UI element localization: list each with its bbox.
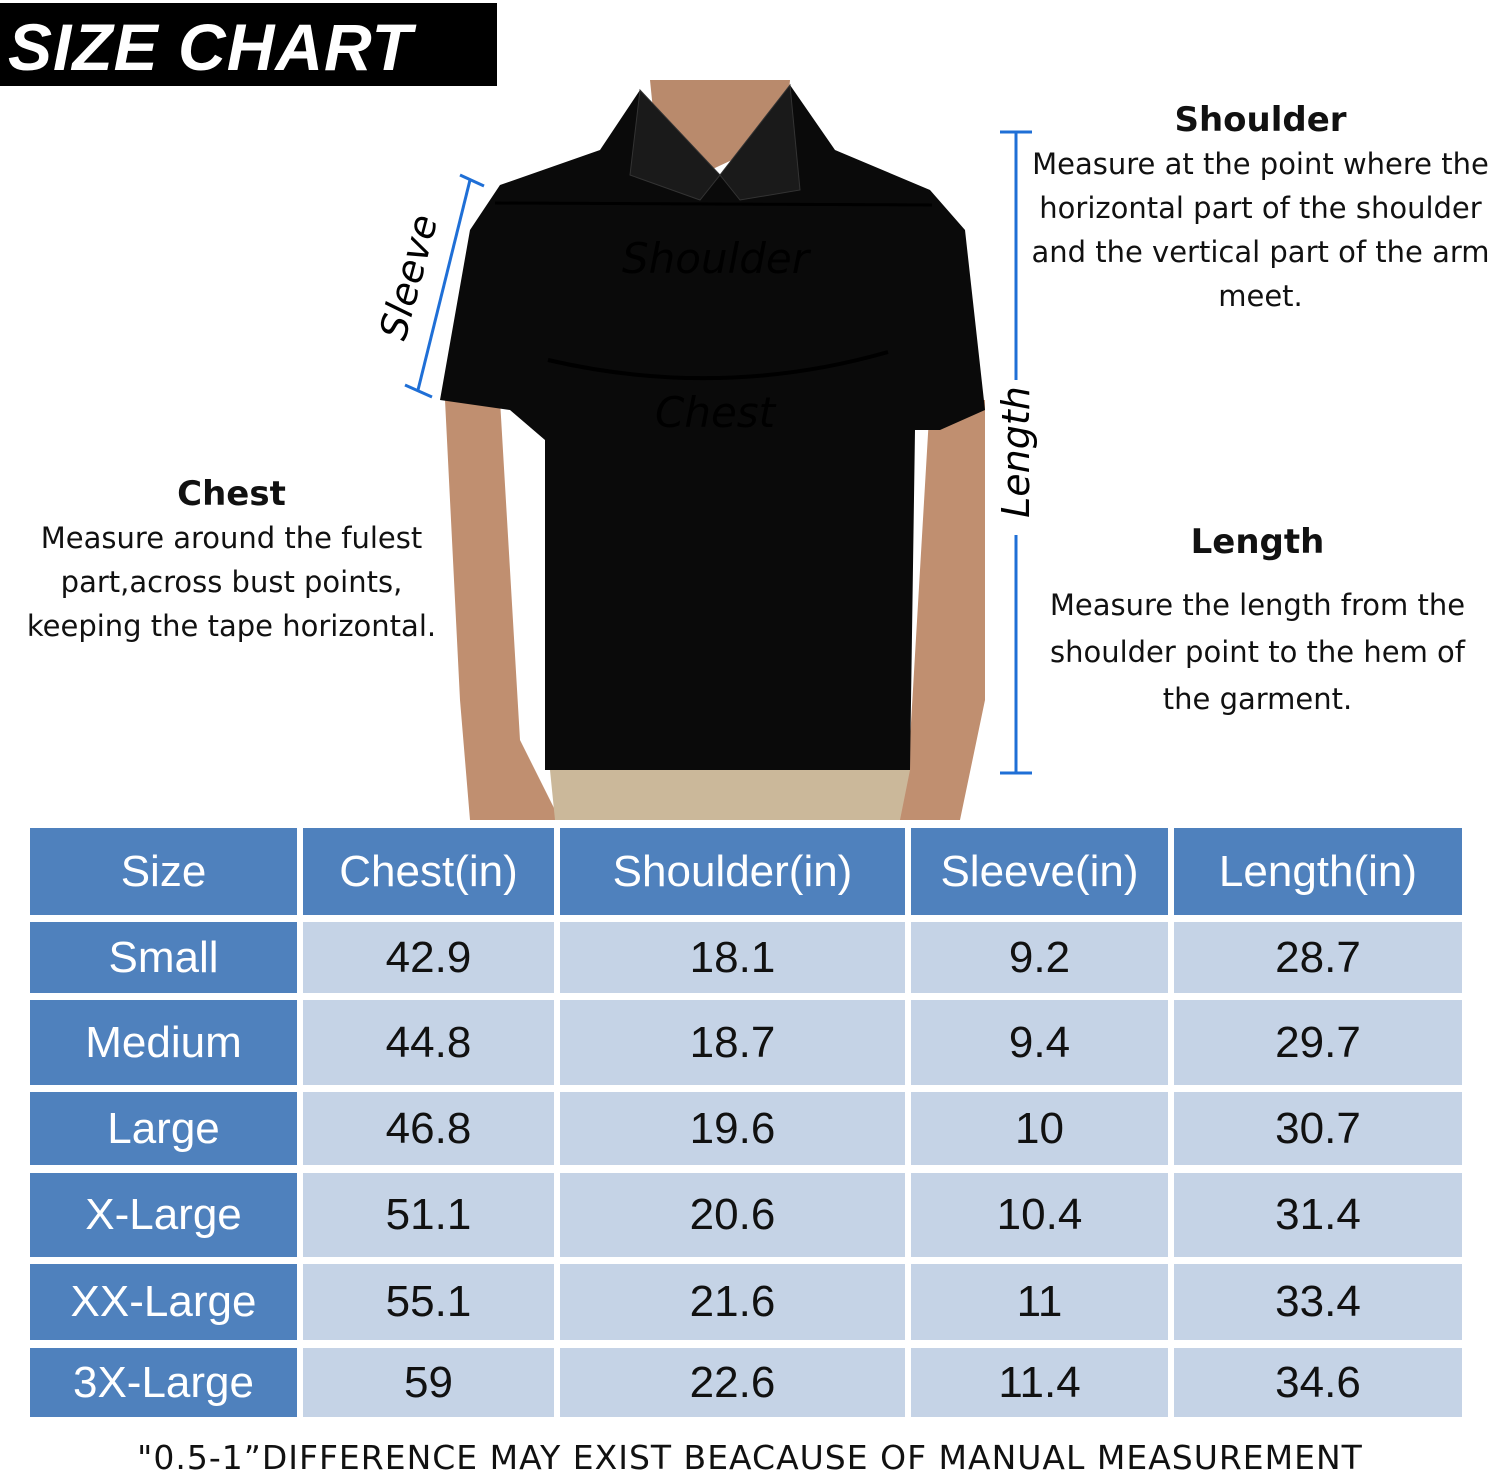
table-cell: 19.6 (560, 1092, 905, 1165)
chest-note: Chest Measure around the fulest part,acr… (4, 472, 459, 648)
left-arm (445, 400, 560, 820)
shoulder-line (494, 201, 933, 207)
table-header-cell: Length(in) (1174, 828, 1462, 915)
table-cell: 51.1 (303, 1173, 554, 1257)
table-cell: 31.4 (1174, 1173, 1462, 1257)
right-arm (880, 400, 985, 820)
table-header-cell: Shoulder(in) (560, 828, 905, 915)
table-row-size-cell: Medium (30, 1000, 297, 1085)
title-banner: SIZE CHART (0, 3, 497, 86)
length-note-text: Measure the length from the shoulder poi… (1049, 588, 1466, 716)
shoulder-note: Shoulder Measure at the point where the … (1018, 98, 1500, 318)
table-row-size-cell: X-Large (30, 1173, 297, 1257)
table-cell: 10 (911, 1092, 1168, 1165)
page-title: SIZE CHART (8, 10, 413, 84)
table-cell: 22.6 (560, 1348, 905, 1417)
table-cell: 55.1 (303, 1264, 554, 1340)
length-note-heading: Length (1190, 522, 1325, 562)
table-row-size-cell: Small (30, 922, 297, 993)
table-cell: 9.4 (911, 1000, 1168, 1085)
table-row-size-cell: Large (30, 1092, 297, 1165)
polo-shirt (440, 85, 985, 770)
chest-note-text: Measure around the fulest part,across bu… (26, 521, 437, 643)
table-row-size-cell: XX-Large (30, 1264, 297, 1340)
table-cell: 9.2 (911, 922, 1168, 993)
chest-diagram-label: Chest (655, 388, 776, 437)
table-header-cell: Chest(in) (303, 828, 554, 915)
table-cell: 18.7 (560, 1000, 905, 1085)
length-diagram-label: Length (993, 386, 1038, 518)
table-row-size-cell: 3X-Large (30, 1348, 297, 1417)
table-cell: 29.7 (1174, 1000, 1462, 1085)
table-cell: 59 (303, 1348, 554, 1417)
shoulder-diagram-label: Shoulder (622, 234, 810, 283)
table-cell: 10.4 (911, 1173, 1168, 1257)
table-cell: 11 (911, 1264, 1168, 1340)
table-cell: 21.6 (560, 1264, 905, 1340)
table-header-cell: Size (30, 828, 297, 915)
polo-collar (629, 83, 801, 201)
table-cell: 46.8 (303, 1092, 554, 1165)
model-shirt-illustration (404, 80, 1032, 820)
table-cell: 18.1 (560, 922, 905, 993)
table-cell: 30.7 (1174, 1092, 1462, 1165)
shoulder-note-text: Measure at the point where the horizonta… (1031, 147, 1490, 313)
table-header-cell: Sleeve(in) (911, 828, 1168, 915)
length-note: Length Measure the length from the shoul… (1035, 520, 1480, 723)
table-cell: 28.7 (1174, 922, 1462, 993)
chest-note-heading: Chest (177, 474, 286, 514)
measurement-disclaimer: "0.5-1”DIFFERENCE MAY EXIST BEACAUSE OF … (137, 1438, 1363, 1477)
table-cell: 20.6 (560, 1173, 905, 1257)
sleeve-measure-line (416, 179, 472, 391)
table-cell: 33.4 (1174, 1264, 1462, 1340)
table-cell: 42.9 (303, 922, 554, 993)
table-cell: 11.4 (911, 1348, 1168, 1417)
table-cell: 34.6 (1174, 1348, 1462, 1417)
table-cell: 44.8 (303, 1000, 554, 1085)
pants (550, 770, 910, 820)
chest-line (547, 350, 889, 381)
shoulder-note-heading: Shoulder (1174, 100, 1347, 140)
